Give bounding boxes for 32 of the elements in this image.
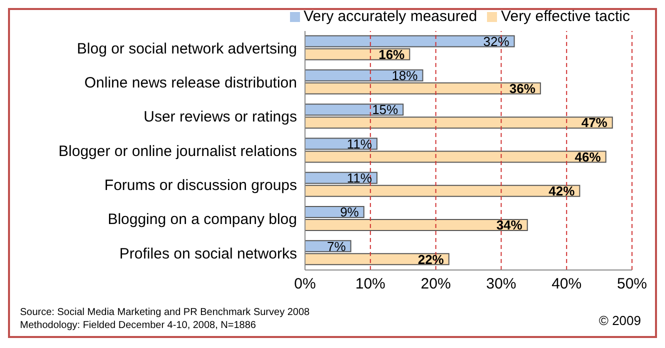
data-label: 9% bbox=[340, 204, 360, 220]
data-label: 22% bbox=[418, 252, 444, 267]
text: © 2009 bbox=[598, 313, 641, 328]
data-label: 36% bbox=[509, 81, 536, 96]
y-tick-label: Online news release distribution bbox=[84, 74, 297, 92]
data-label: 15% bbox=[372, 102, 399, 118]
x-tick-label: 50% bbox=[616, 276, 648, 293]
data-label: 18% bbox=[392, 68, 418, 84]
data-label: 7% bbox=[326, 238, 346, 254]
data-label: 47% bbox=[581, 115, 608, 130]
x-tick-label: 0% bbox=[294, 276, 316, 293]
data-label: 42% bbox=[548, 183, 576, 198]
x-tick-label: 40% bbox=[552, 276, 582, 293]
legend-label: Very accurately measured bbox=[304, 8, 478, 25]
legend-label: Very effective tactic bbox=[501, 8, 630, 25]
y-tick-label: Blog or social network advertsing bbox=[76, 40, 297, 58]
data-label: 46% bbox=[574, 149, 602, 164]
data-label: 32% bbox=[483, 34, 510, 49]
data-label: 11% bbox=[346, 136, 372, 152]
source-note: Source: Social Media Marketing and PR Benchmark Survey 2008 bbox=[20, 306, 310, 319]
data-label: 16% bbox=[378, 46, 406, 62]
data-label: 34% bbox=[496, 218, 523, 233]
x-tick-label: 10% bbox=[355, 276, 386, 293]
y-tick-label: Blogger or online journalist relations bbox=[58, 142, 297, 160]
x-tick-label: 20% bbox=[420, 276, 451, 293]
y-tick-label: Blogging on a company blog bbox=[108, 211, 297, 228]
y-tick-label: Profiles on social networks bbox=[119, 245, 297, 262]
text: Methodology: Fielded December 4-10, 2008, N=1886 bbox=[20, 319, 257, 332]
y-tick-label: User reviews or ratings bbox=[144, 108, 297, 126]
y-tick-label: Forums or discussion groups bbox=[104, 176, 297, 194]
data-label: 11% bbox=[346, 170, 372, 186]
x-tick-label: 30% bbox=[486, 276, 516, 293]
